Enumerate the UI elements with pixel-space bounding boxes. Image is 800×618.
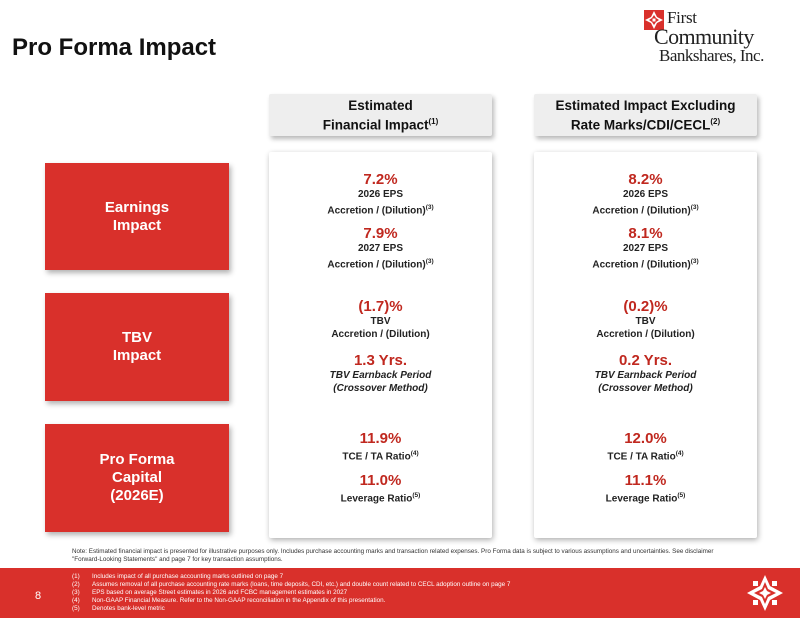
metrics-column-financial-impact: 7.2% 2026 EPS Accretion / (Dilution)(3) …: [269, 152, 492, 538]
metric-leverage-ratio: 11.1% Leverage Ratio(5): [605, 472, 686, 505]
footnote-2: (2) Assumes removal of all purchase accou…: [72, 581, 511, 588]
metric-tce-ta-ratio: 11.9% TCE / TA Ratio(4): [342, 430, 419, 463]
page-title: Pro Forma Impact: [12, 34, 217, 61]
page-number: 8: [35, 590, 42, 602]
column-header-financial-impact: Estimated Financial Impact(1): [269, 94, 492, 136]
metric-tbv-earnback: 0.2 Yrs. TBV Earnback Period (Crossover …: [594, 352, 697, 394]
logo-text-community: Community: [654, 24, 754, 49]
metric-tce-ta-ratio: 12.0% TCE / TA Ratio(4): [607, 430, 684, 463]
footnote-3: (3) EPS based on average Street estimates…: [72, 589, 348, 596]
row-label-earnings-impact: Earnings Impact: [45, 163, 229, 270]
column-header-line1: Estimated: [348, 98, 413, 113]
metric-tbv-earnback: 1.3 Yrs. TBV Earnback Period (Crossover …: [329, 352, 432, 394]
quilt-star-icon: [747, 575, 783, 611]
metric-tbv-accretion: (0.2)% TBV Accretion / (Dilution): [596, 298, 695, 340]
row-label-pro-forma-capital: Pro Forma Capital (2026E): [45, 424, 229, 532]
footnote-4: (4) Non-GAAP Financial Measure. Refer to …: [72, 597, 386, 604]
column-header-line2: Financial Impact(1): [322, 117, 439, 133]
row-label-tbv-impact: TBV Impact: [45, 293, 229, 401]
footer-bar: [0, 568, 800, 618]
footnote-5: (5) Denotes bank-level metric: [72, 605, 165, 612]
quilt-star-icon: [644, 10, 664, 30]
logo-text-bankshares: Bankshares, Inc.: [659, 46, 764, 65]
footnote-1: (1) Includes impact of all purchase accou…: [72, 573, 284, 580]
column-header-line1: Estimated Impact Excluding: [555, 98, 736, 113]
metric-eps-2027: 7.9% 2027 EPS Accretion / (Dilution)(3): [327, 225, 434, 270]
column-header-line2: Rate Marks/CDI/CECL(2): [570, 117, 721, 133]
metric-eps-2026: 8.2% 2026 EPS Accretion / (Dilution)(3): [592, 171, 699, 216]
logo-text-first: First: [667, 8, 697, 27]
disclaimer-note: Note: Estimated financial impact is pres…: [72, 548, 714, 563]
company-logo: First Community Bankshares, Inc.: [640, 6, 790, 68]
metric-eps-2026: 7.2% 2026 EPS Accretion / (Dilution)(3): [327, 171, 434, 216]
metrics-column-excluding-marks: 8.2% 2026 EPS Accretion / (Dilution)(3) …: [534, 152, 757, 538]
column-header-excluding-marks: Estimated Impact Excluding Rate Marks/CD…: [534, 94, 757, 136]
metric-eps-2027: 8.1% 2027 EPS Accretion / (Dilution)(3): [592, 225, 699, 270]
metric-tbv-accretion: (1.7)% TBV Accretion / (Dilution): [331, 298, 430, 340]
metric-leverage-ratio: 11.0% Leverage Ratio(5): [340, 472, 421, 505]
